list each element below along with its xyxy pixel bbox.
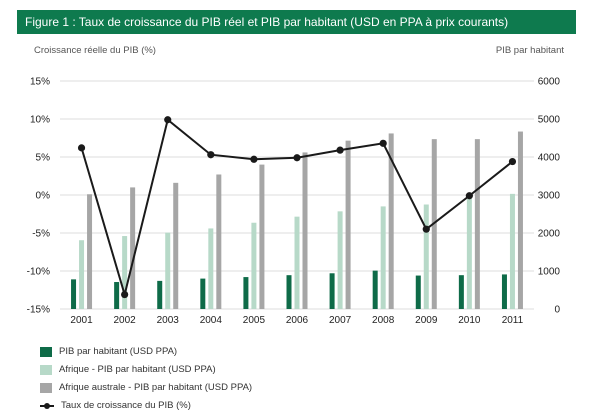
x-tick-label: 2007	[329, 315, 352, 326]
bar	[251, 222, 257, 309]
bar	[423, 204, 429, 309]
right-axis-title: PIB par habitant	[495, 45, 564, 56]
right-tick-label: 4000	[538, 153, 561, 164]
x-tick-label: 2003	[157, 315, 180, 326]
bar	[372, 270, 378, 309]
bar	[87, 194, 93, 309]
growth-point	[121, 290, 129, 299]
growth-point	[465, 192, 473, 200]
bar	[208, 228, 214, 309]
left-tick-label: 5%	[36, 153, 51, 164]
x-tick-label: 2002	[114, 315, 137, 326]
bar	[71, 279, 77, 309]
bar	[474, 139, 480, 309]
left-tick-label: -10%	[27, 267, 50, 278]
bar	[380, 206, 386, 309]
left-tick-label: 0%	[36, 191, 51, 202]
bar	[122, 236, 128, 309]
bar	[458, 275, 464, 309]
x-tick-label: 2006	[286, 315, 309, 326]
growth-point	[336, 146, 344, 154]
legend-swatch-country-gdp	[40, 347, 52, 357]
legend-item: PIB par habitant (USD PPA)	[40, 343, 252, 361]
right-tick-label: 5000	[538, 115, 561, 126]
figure-title: Figure 1 : Taux de croissance du PIB rée…	[17, 10, 576, 34]
bar	[157, 280, 163, 309]
bar	[337, 211, 343, 309]
bar	[388, 133, 394, 309]
bar	[259, 164, 265, 309]
bar	[165, 232, 171, 309]
right-tick-label: 6000	[538, 77, 561, 88]
bar	[466, 198, 472, 309]
legend-item: Afrique australe - PIB par habitant (USD…	[40, 379, 252, 397]
bar	[114, 282, 120, 309]
left-tick-label: -15%	[27, 305, 50, 316]
legend-swatch-africa-gdp	[40, 365, 52, 375]
legend-item: Taux de croissance du PIB (%)	[40, 397, 252, 415]
growth-point	[508, 157, 517, 166]
bar	[243, 277, 249, 309]
bar	[79, 240, 85, 309]
legend-label: Afrique - PIB par habitant (USD PPA)	[59, 364, 216, 375]
bar	[130, 187, 136, 309]
right-tick-label: 1000	[538, 267, 561, 278]
growth-point	[422, 225, 430, 233]
right-tick-label: 2000	[538, 229, 561, 240]
left-tick-label: -5%	[32, 229, 50, 240]
bar	[286, 275, 292, 309]
x-tick-label: 2001	[70, 315, 93, 326]
legend-item: Afrique - PIB par habitant (USD PPA)	[40, 361, 252, 379]
legend-label: Afrique australe - PIB par habitant (USD…	[59, 382, 253, 393]
growth-and-gdp-chart: 15% 6000 10% 5000 5% 4000 0% 3000 -5% 2000 -10% 100…	[27, 77, 561, 327]
growth-point	[164, 116, 172, 124]
bar	[345, 140, 351, 309]
x-tick-label: 2004	[200, 315, 223, 326]
legend-swatch-southern-africa-gdp	[40, 383, 52, 393]
growth-point	[207, 151, 215, 159]
bar	[200, 278, 206, 309]
growth-point	[293, 154, 301, 162]
bar	[294, 216, 300, 309]
x-tick-label: 2010	[458, 315, 481, 326]
right-tick-label: 0	[554, 305, 560, 316]
growth-point	[250, 155, 258, 163]
chart-legend: PIB par habitant (USD PPA) Afrique - PIB…	[40, 343, 252, 415]
legend-swatch-growth-line	[40, 401, 54, 411]
bar	[517, 131, 523, 309]
legend-label: PIB par habitant (USD PPA)	[59, 346, 178, 357]
growth-point	[379, 139, 387, 147]
bar	[329, 273, 335, 309]
bar	[173, 182, 179, 309]
bar	[302, 152, 308, 309]
left-tick-label: 10%	[30, 115, 50, 126]
bar	[509, 193, 515, 309]
bar	[501, 274, 507, 309]
right-tick-label: 3000	[538, 191, 561, 202]
legend-label: Taux de croissance du PIB (%)	[61, 400, 191, 411]
x-tick-label: 2005	[243, 315, 266, 326]
left-tick-label: 15%	[30, 77, 50, 88]
bar	[216, 174, 222, 309]
bar	[415, 275, 421, 309]
x-tick-label: 2008	[372, 315, 395, 326]
x-tick-label: 2009	[415, 315, 438, 326]
x-tick-label: 2011	[502, 315, 524, 326]
growth-point	[77, 144, 86, 152]
left-axis-title: Croissance réelle du PIB (%)	[34, 45, 156, 56]
